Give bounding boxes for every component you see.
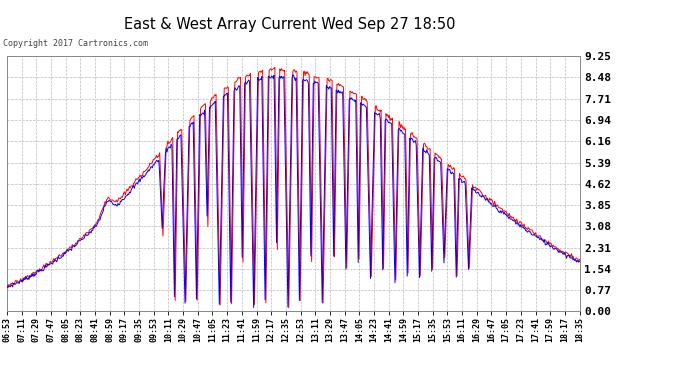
Text: East & West Array Current Wed Sep 27 18:50: East & West Array Current Wed Sep 27 18:… [124,17,455,32]
Text: Copyright 2017 Cartronics.com: Copyright 2017 Cartronics.com [3,39,148,48]
